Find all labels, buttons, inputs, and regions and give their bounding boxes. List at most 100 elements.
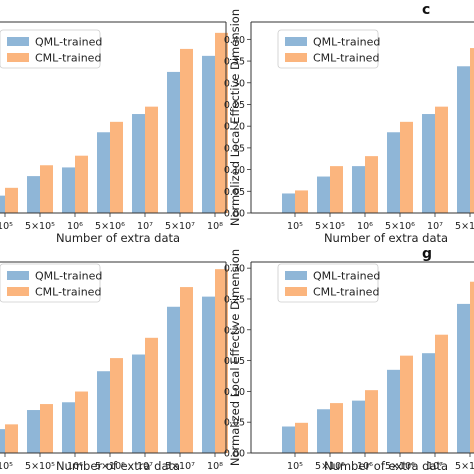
y-tick-label: 0.20 [224, 325, 245, 336]
qml-bar-1 [0, 195, 5, 213]
cml-bar-4 [400, 355, 413, 453]
legend-label: QML-trained [35, 36, 102, 49]
qml-bar-3 [352, 400, 365, 453]
legend: QML-trained CML-trained [277, 263, 380, 303]
panel-letter: g [422, 246, 432, 262]
cml-bar-6 [470, 48, 474, 213]
y-tick-label: 0.10 [224, 387, 245, 398]
cml-bar-4 [400, 121, 413, 213]
y-tick-label: 0.35 [224, 57, 245, 68]
x-tick-label: 10⁵ [0, 221, 13, 232]
qml-bar-4 [387, 369, 400, 453]
x-tick-label: 5×10⁶ [385, 461, 415, 472]
qml-bar-6 [457, 66, 470, 213]
legend-swatch [7, 37, 29, 46]
y-tick-label: 0.25 [224, 100, 245, 111]
qml-bar-5 [132, 114, 145, 213]
qml-bar-4 [387, 132, 400, 213]
x-axis-label: Number of extra data [324, 459, 448, 473]
x-tick-label: 5×10⁶ [95, 461, 125, 472]
cml-bar-2 [330, 166, 343, 213]
y-tick-label: 0.15 [224, 356, 245, 367]
chart-panel-4: 10⁵ 5×10⁵ 10⁶ 5×10⁶ 10⁷ 5×10⁷ 0.00 0.05 0.10 0.15… [224, 246, 474, 473]
legend-swatch [7, 287, 29, 296]
y-tick-label: 0.30 [224, 264, 245, 275]
qml-bar-2 [317, 176, 330, 213]
x-tick-label: 10⁵ [0, 461, 13, 472]
cml-bar-5 [435, 106, 448, 213]
y-tick-label: 0.40 [224, 35, 245, 46]
x-axis-label: Number of extra data [56, 231, 180, 245]
qml-bar-3 [62, 167, 75, 213]
x-tick-label: 5×10⁷ [455, 461, 474, 472]
legend: QML-trained CML-trained [0, 263, 102, 303]
x-axis-label: Number of extra data [56, 459, 180, 473]
qml-bar-6 [167, 71, 180, 213]
qml-bar-7 [202, 296, 215, 453]
qml-bar-4 [97, 132, 110, 213]
legend-label: CML-trained [313, 52, 379, 65]
legend-swatch [285, 53, 307, 62]
qml-bar-2 [27, 410, 40, 453]
x-tick-label: 10⁸ [207, 221, 223, 232]
x-tick-label: 5×10⁶ [385, 221, 415, 232]
x-tick-label: 10⁷ [427, 221, 443, 232]
cml-bar-1 [295, 422, 308, 453]
x-tick-label: 10⁷ [427, 461, 443, 472]
y-tick-label: 0.30 [224, 78, 245, 89]
y-tick-label: 0.00 [224, 449, 245, 460]
x-tick-label: 10⁵ [287, 221, 303, 232]
chart-panel-3: 10⁵ 5×10⁵ 10⁶ 5×10⁶ 10⁷ 5×10⁷ 10⁸ Number of ext… [0, 261, 228, 473]
cml-bar-6 [470, 281, 474, 453]
qml-bar-3 [62, 402, 75, 453]
cml-bar-5 [435, 334, 448, 453]
qml-bar-6 [167, 306, 180, 453]
x-tick-label: 10⁶ [67, 461, 83, 472]
y-tick-label: 0.05 [224, 187, 245, 198]
legend-label: QML-trained [35, 270, 102, 283]
qml-bar-5 [132, 354, 145, 453]
chart-panel-2: 10⁵ 5×10⁵ 10⁶ 5×10⁶ 10⁷ 5×10⁷ 0.00 0.05 0.10 0.15… [224, 2, 474, 245]
cml-bar-2 [40, 165, 53, 213]
x-tick-label: 10⁸ [207, 461, 223, 472]
y-tick-label: 0.25 [224, 294, 245, 305]
cml-bar-1 [5, 187, 18, 213]
x-tick-label: 10⁷ [137, 461, 153, 472]
x-tick-label: 5×10⁶ [95, 221, 125, 232]
x-tick-label: 5×10⁵ [315, 221, 345, 232]
y-tick-label: 0.20 [224, 122, 245, 133]
legend-label: CML-trained [35, 52, 101, 65]
x-tick-label: 10⁶ [357, 221, 373, 232]
cml-bar-5 [145, 106, 158, 213]
cml-bar-5 [145, 337, 158, 453]
cml-bar-2 [330, 403, 343, 453]
cml-bar-1 [5, 424, 18, 453]
x-tick-label: 10⁵ [287, 461, 303, 472]
cml-bar-7 [215, 269, 228, 453]
y-tick-label: 0.15 [224, 143, 245, 154]
legend-swatch [7, 53, 29, 62]
x-tick-label: 10⁷ [137, 221, 153, 232]
qml-bar-6 [457, 303, 470, 453]
legend-swatch [285, 287, 307, 296]
qml-bar-1 [0, 429, 5, 453]
legend-label: CML-trained [313, 286, 379, 299]
legend-label: CML-trained [35, 286, 101, 299]
qml-bar-3 [352, 166, 365, 213]
panel-letter: c [422, 2, 430, 18]
cml-bar-6 [180, 287, 193, 453]
qml-bar-7 [202, 55, 215, 213]
cml-bar-3 [365, 390, 378, 453]
y-axis-label: Normalized Local Effective Dimension [228, 9, 242, 226]
x-axis-label: Number of extra data [324, 231, 448, 245]
x-tick-label: 5×10⁵ [25, 461, 55, 472]
y-tick-label: 0.05 [224, 418, 245, 429]
qml-bar-2 [27, 176, 40, 213]
legend: QML-trained CML-trained [277, 29, 380, 69]
cml-bar-3 [365, 156, 378, 213]
cml-bar-4 [110, 358, 123, 453]
legend-swatch [285, 271, 307, 280]
x-tick-label: 5×10⁷ [455, 221, 474, 232]
cml-bar-7 [215, 32, 228, 214]
cml-bar-4 [110, 121, 123, 213]
